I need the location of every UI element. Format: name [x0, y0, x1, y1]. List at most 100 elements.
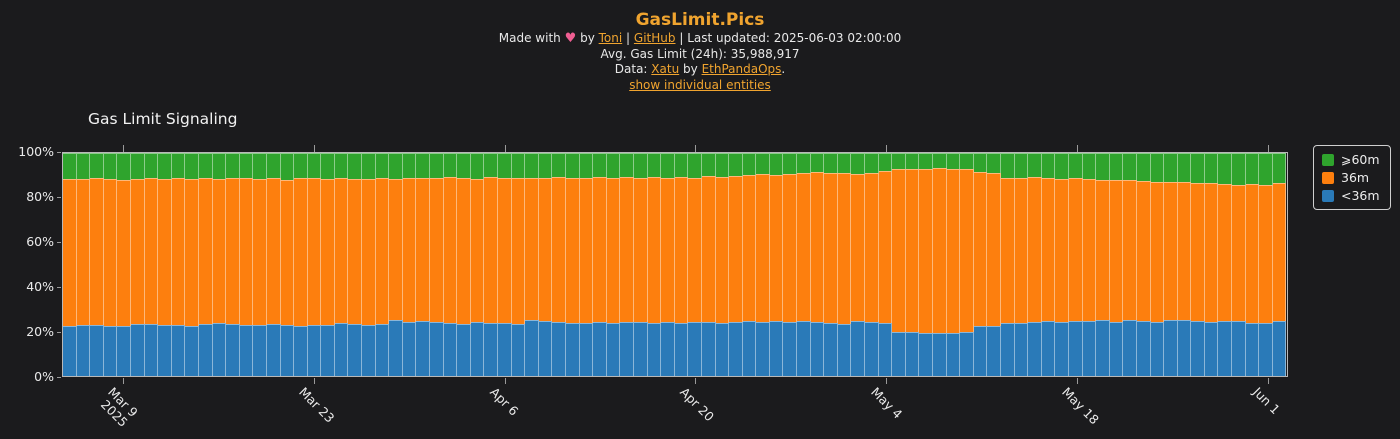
bar-segment	[946, 332, 961, 376]
bar-segment	[824, 172, 838, 323]
bar-segment	[1232, 153, 1246, 185]
bar-segment	[1109, 180, 1124, 322]
bar-segment	[1164, 320, 1178, 376]
bar-day-52	[769, 153, 784, 376]
bar-segment	[90, 324, 104, 376]
bar-segment	[334, 323, 349, 376]
bar-segment	[130, 178, 145, 325]
bar-segment	[1245, 322, 1260, 376]
bar-segment	[348, 179, 363, 325]
bar-segment	[226, 153, 240, 178]
bar-segment	[837, 153, 852, 174]
bar-segment	[212, 178, 227, 323]
bar-segment	[498, 322, 512, 376]
bar-day-86	[1232, 153, 1246, 376]
bar-segment	[294, 325, 308, 376]
data-source-line: Data: Xatu by EthPandaOps.	[0, 62, 1400, 78]
bar-day-7	[158, 153, 172, 376]
bar-day-76	[1096, 153, 1110, 376]
bar-segment	[171, 325, 186, 376]
bar-segment	[348, 324, 363, 376]
bar-segment	[960, 332, 974, 376]
ethpandaops-link[interactable]: EthPandaOps	[701, 62, 782, 76]
bar-segment	[117, 153, 131, 180]
bar-day-39	[593, 153, 607, 376]
bar-segment	[498, 153, 512, 179]
bar-segment	[579, 153, 594, 179]
bar-segment	[226, 324, 240, 376]
bar-day-47	[701, 153, 716, 376]
bar-segment	[606, 323, 621, 376]
toni-link[interactable]: Toni	[598, 31, 623, 45]
bar-day-77	[1109, 153, 1124, 376]
bar-segment	[239, 153, 254, 179]
bar-segment	[63, 178, 77, 326]
bar-segment	[1055, 322, 1069, 376]
bar-segment	[878, 323, 893, 376]
bar-day-87	[1245, 153, 1260, 376]
bar-day-13	[239, 153, 254, 376]
made-with-line: Made with ♥ by Toni | GitHub | Last upda…	[0, 31, 1400, 47]
bar-day-79	[1136, 153, 1151, 376]
bar-segment	[1204, 183, 1219, 322]
bar-segment	[1109, 153, 1124, 181]
bar-segment	[851, 321, 866, 376]
bar-segment	[810, 172, 825, 323]
x-tick-label: Mar 9 2025	[98, 384, 142, 430]
bar-segment	[1218, 320, 1233, 376]
data-prefix-text: Data:	[614, 62, 648, 76]
bar-day-16	[280, 153, 295, 376]
bar-segment	[661, 322, 675, 376]
legend-label: <36m	[1341, 188, 1380, 203]
show-individual-entities-link[interactable]: show individual entities	[629, 77, 771, 92]
bar-segment	[90, 177, 104, 325]
bar-day-78	[1123, 153, 1137, 376]
bar-segment	[742, 153, 757, 176]
bar-day-72	[1041, 153, 1056, 376]
x-tick-label: Mar 23	[296, 384, 338, 426]
bar-segment	[579, 178, 594, 323]
bar-segment	[198, 323, 213, 376]
bar-segment	[1014, 153, 1029, 179]
bar-segment	[307, 153, 322, 178]
bar-segment	[1041, 153, 1056, 178]
bar-segment	[103, 178, 118, 326]
bar-day-8	[171, 153, 186, 376]
bar-segment	[1191, 321, 1205, 376]
bar-day-53	[783, 153, 798, 376]
y-tick-mark	[57, 332, 61, 333]
bar-day-57	[837, 153, 852, 376]
bar-day-55	[810, 153, 825, 376]
bar-segment	[185, 153, 199, 179]
bar-segment	[620, 177, 634, 322]
bar-segment	[729, 153, 743, 176]
bar-day-50	[742, 153, 757, 376]
y-tick-label: 20%	[26, 324, 54, 339]
chart-title: Gas Limit Signaling	[88, 110, 238, 128]
bar-day-12	[226, 153, 240, 376]
bar-day-83	[1191, 153, 1205, 376]
bar-segment	[457, 323, 471, 376]
xatu-link[interactable]: Xatu	[651, 62, 680, 76]
bar-segment	[1136, 153, 1151, 181]
bar-segment	[715, 153, 730, 178]
bar-day-4	[117, 153, 131, 376]
bar-segment	[1272, 153, 1287, 183]
github-link[interactable]: GitHub	[633, 31, 676, 45]
bar-day-56	[824, 153, 838, 376]
bar-segment	[1068, 320, 1083, 376]
bar-segment	[933, 168, 947, 333]
x-tick-label: May 18	[1058, 384, 1102, 428]
bar-segment	[1041, 177, 1056, 322]
bar-segment	[185, 325, 199, 376]
bar-day-62	[905, 153, 920, 376]
bar-day-36	[552, 153, 566, 376]
bar-segment	[769, 320, 784, 376]
y-tick-mark	[57, 197, 61, 198]
bar-segment	[1000, 177, 1015, 323]
bar-segment	[1055, 153, 1069, 179]
bar-segment	[103, 325, 118, 376]
bar-segment	[63, 153, 77, 179]
bar-segment	[851, 153, 866, 174]
bar-segment	[756, 322, 770, 376]
